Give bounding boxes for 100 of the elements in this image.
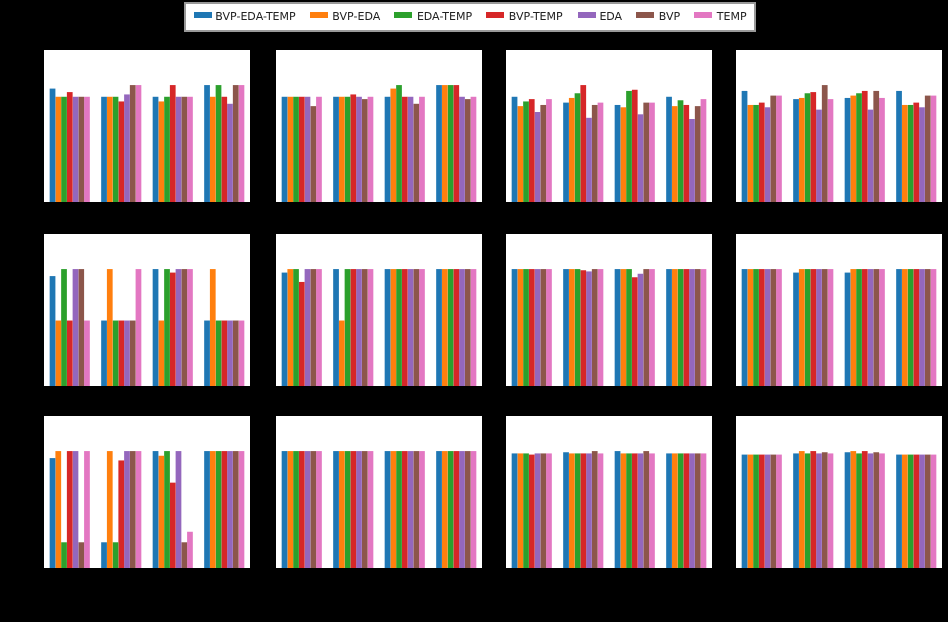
bar [333, 96, 339, 202]
bar [850, 95, 857, 202]
bar [631, 89, 638, 202]
bar [66, 92, 73, 202]
bar [66, 451, 73, 568]
bar [913, 102, 920, 202]
bar [390, 269, 397, 386]
bar [821, 85, 828, 202]
bar [441, 85, 448, 202]
bar [453, 85, 460, 202]
bar [919, 107, 925, 202]
bar [896, 90, 902, 202]
bar [361, 269, 368, 386]
bar [586, 117, 592, 202]
bar [169, 272, 176, 386]
bar [101, 96, 107, 202]
bar [310, 106, 317, 202]
bar [356, 269, 362, 386]
bar [106, 451, 113, 568]
bar [101, 542, 107, 568]
bar [204, 451, 210, 568]
bar [164, 451, 170, 568]
bar [84, 451, 90, 568]
bar [413, 103, 420, 202]
bar [209, 269, 216, 386]
bar [666, 96, 672, 202]
bar [106, 269, 113, 386]
bar [66, 320, 73, 386]
bar [124, 451, 130, 568]
bar [356, 96, 362, 202]
bar [689, 118, 695, 202]
bar [580, 85, 587, 202]
bar [61, 542, 67, 568]
bar [293, 96, 299, 202]
bar [396, 269, 402, 386]
bar [129, 320, 136, 386]
bar [770, 95, 777, 202]
bar [164, 96, 170, 202]
bar [118, 101, 125, 202]
bar [316, 96, 322, 202]
bar [338, 96, 345, 202]
bar [187, 269, 193, 386]
bar [118, 320, 125, 386]
bar [232, 320, 239, 386]
bar [187, 96, 193, 202]
bar [671, 106, 678, 202]
bar [901, 104, 908, 202]
bar [84, 320, 90, 386]
bar [169, 85, 176, 202]
bar [232, 85, 239, 202]
bar [441, 269, 448, 386]
bar [591, 104, 598, 202]
bar [61, 269, 67, 386]
bar [798, 97, 805, 202]
bar [61, 96, 67, 202]
bar [546, 99, 552, 202]
bar [459, 269, 465, 386]
bar [626, 90, 632, 202]
bar [620, 107, 627, 202]
bar [55, 96, 62, 202]
bar [333, 269, 339, 386]
bar [181, 96, 188, 202]
bar [873, 90, 880, 202]
bar [287, 96, 294, 202]
bar [419, 96, 425, 202]
bar [753, 104, 759, 202]
bar [106, 96, 113, 202]
bar [523, 101, 529, 202]
bar [227, 451, 233, 568]
bar [694, 106, 701, 202]
bar [453, 269, 460, 386]
bar [204, 320, 210, 386]
bar [459, 96, 465, 202]
bar [350, 269, 357, 386]
bar [856, 93, 862, 202]
bar [129, 451, 136, 568]
bar [158, 455, 165, 568]
bar [758, 102, 765, 202]
bar [396, 85, 402, 202]
bar [649, 102, 655, 202]
bar [158, 101, 165, 202]
bar [187, 531, 193, 568]
bar [124, 94, 130, 202]
bar [118, 460, 125, 568]
bar [413, 269, 420, 386]
bar [390, 88, 397, 202]
bar [436, 85, 442, 202]
bar [361, 99, 368, 202]
bar [298, 281, 305, 386]
bar [683, 104, 690, 202]
bar [563, 102, 569, 202]
bar [310, 269, 317, 386]
bar [55, 451, 62, 568]
bar [181, 542, 188, 568]
bar [528, 99, 535, 202]
bar [204, 85, 210, 202]
bar [227, 103, 233, 202]
bar [169, 482, 176, 568]
bar [861, 90, 868, 202]
bar [568, 97, 575, 202]
